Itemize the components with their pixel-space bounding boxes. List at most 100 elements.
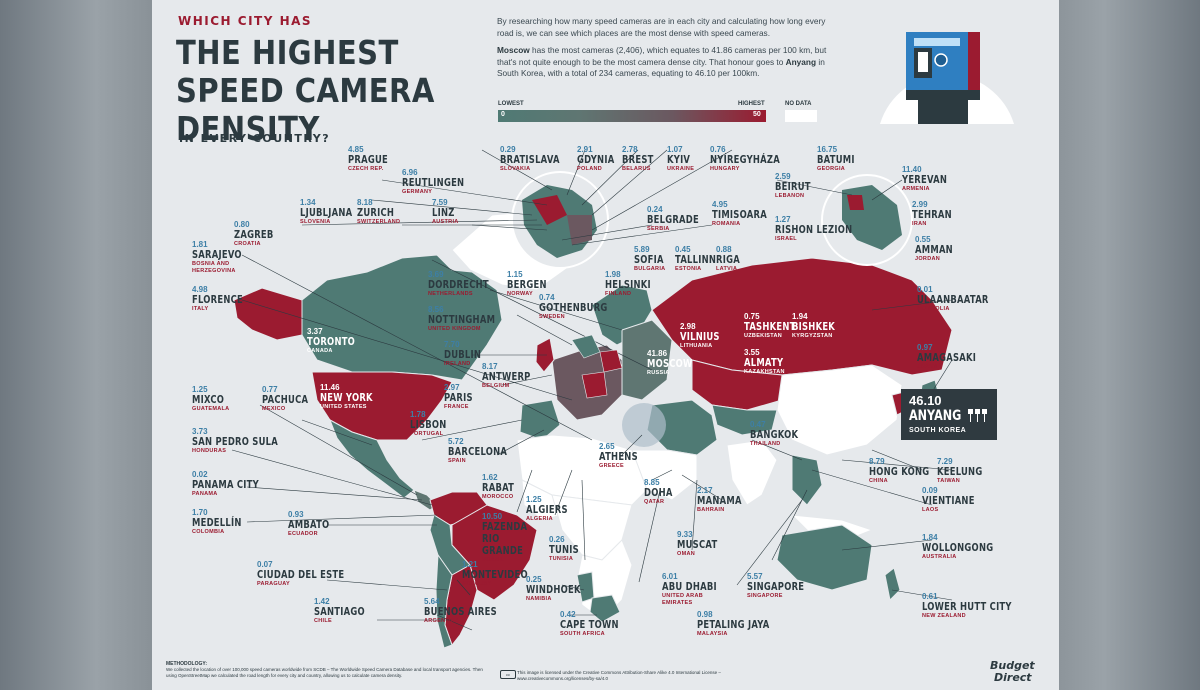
region-chile xyxy=(435,553,453,649)
legend-highest-label: HIGHEST xyxy=(738,101,765,107)
city-label: 2.59 BEIRUT LEBANON xyxy=(775,172,811,199)
city-label: 0.55 AMMAN JORDAN xyxy=(915,235,953,262)
city-label: 2.65 ATHENS GREECE xyxy=(599,442,638,469)
city-label: 0.61 LOWER HUTT CITY NEW ZEALAND xyxy=(922,592,1012,619)
city-label: 8.79 HONG KONG CHINA xyxy=(869,457,930,484)
region-south-africa xyxy=(589,594,621,623)
region-india xyxy=(726,439,778,506)
city-label: 1.07 KYIV UKRAINE xyxy=(667,145,695,172)
city-label: 0.45 TALLINN ESTONIA xyxy=(675,245,717,272)
city-label: 0.80 ZAGREB CROATIA xyxy=(234,220,274,247)
city-label: 0.98 PETALING JAYA MALAYSIA xyxy=(697,610,770,637)
city-label: 3.69 DORDRECHT NETHERLANDS xyxy=(428,270,489,297)
region-mongolia-china xyxy=(776,364,903,456)
city-label: 2.99 TEHRAN IRAN xyxy=(912,200,952,227)
city-label: 1.84 WOLLONGONG AUSTRALIA xyxy=(922,533,994,560)
region-alaska xyxy=(233,287,303,341)
europe-inset xyxy=(511,171,609,269)
city-label: 0.88 RIGA LATVIA xyxy=(716,245,740,272)
city-label: 16.75 BATUMI GEORGIA xyxy=(817,145,855,172)
city-label: 0.02 PANAMA CITY PANAMA xyxy=(192,470,259,497)
city-label: 0.74 GOTHENBURG SWEDEN xyxy=(539,293,608,320)
city-label: 11.46 NEW YORK UNITED STATES xyxy=(320,383,373,410)
legend-max: 50 xyxy=(753,111,761,118)
intro-text-b: in South Korea, with a total of 234 came… xyxy=(497,56,825,79)
speed-camera-icon xyxy=(880,32,1014,124)
city-label: 2.78 BREST BELARUS xyxy=(622,145,654,172)
city-label: 2.17 MANAMA BAHRAIN xyxy=(697,486,742,513)
methodology-heading: METHODOLOGY: xyxy=(166,661,208,667)
city-label: 41.86 MOSCOW RUSSIA xyxy=(647,349,693,376)
city-label: 0.07 CIUDAD DEL ESTE PARAGUAY xyxy=(257,560,345,587)
city-label: 1.70 MEDELLÍN COLOMBIA xyxy=(192,508,242,535)
region-australia xyxy=(776,524,873,591)
city-label: 1.25 MIXCO GUATEMALA xyxy=(192,385,230,412)
city-label: 0.09 VIENTIANE LAOS xyxy=(922,486,975,513)
city-label: 0.47 BANGKOK THAILAND xyxy=(750,420,799,447)
city-label: 4.85 PRAGUE CZECH REP. xyxy=(348,145,389,172)
highlight-value: 46.10 xyxy=(909,393,942,408)
city-label: 1.98 HELSINKI FINLAND xyxy=(605,270,651,297)
legend-color-scale xyxy=(498,110,766,122)
region-southeast-asia xyxy=(791,454,823,506)
intro-text: By researching how many speed cameras ar… xyxy=(497,16,827,86)
cc-license-badge: cc xyxy=(500,670,516,679)
brand-logo-line-2: Direct xyxy=(994,671,1032,684)
intro-text-a: has the most cameras (2,406), which equa… xyxy=(497,45,827,67)
city-label: 7.59 LINZ AUSTRIA xyxy=(432,198,459,225)
city-label: 0.76 NYÍREGYHÁZA HUNGARY xyxy=(710,145,780,172)
header-subtitle: WHICH CITY HAS xyxy=(178,14,313,28)
region-kazakhstan xyxy=(691,359,783,411)
intro-anyang: Anyang xyxy=(785,56,817,67)
region-central-asia xyxy=(711,404,778,436)
city-label: 0.26 TUNIS TUNISIA xyxy=(549,535,579,562)
city-label: 9.33 MUSCAT OMAN xyxy=(677,530,718,557)
city-label: 11.40 YEREVAN ARMENIA xyxy=(902,165,948,192)
city-label: 5.89 SOFIA BULGARIA xyxy=(634,245,666,272)
city-label: 1.94 BISHKEK KYRGYZSTAN xyxy=(792,312,836,339)
highlight-box-anyang: 46.10 ANYANG SOUTH KOREA xyxy=(901,389,997,440)
region-canada xyxy=(301,254,503,381)
city-label: 4.98 FLORENCE ITALY xyxy=(192,285,243,312)
city-label: 0.29 BRATISLAVA SLOVAKIA xyxy=(500,145,560,172)
city-label: 6.96 REUTLINGEN GERMANY xyxy=(402,168,465,195)
region-southern-africa xyxy=(576,539,633,621)
legend-min: 0 xyxy=(501,111,505,118)
legend-lowest-label: LOWEST xyxy=(498,101,524,107)
city-label: 8.85 DOHA QATAR xyxy=(644,478,673,505)
legend-no-data-label: NO DATA xyxy=(785,101,812,107)
city-label: 4.95 TIMISOARA ROMANIA xyxy=(712,200,767,227)
highlight-country: SOUTH KOREA xyxy=(909,427,967,434)
camera-posts-icon xyxy=(968,409,987,422)
city-label: 8.17 ANTWERP BELGIUM xyxy=(482,362,531,389)
page-title: THE HIGHEST SPEED CAMERA DENSITY xyxy=(176,33,435,148)
city-label: 0.77 PACHUCA MEXICO xyxy=(262,385,309,412)
region-eastern-europe xyxy=(621,319,673,401)
methodology-text: We collected the location of over 100,00… xyxy=(166,667,483,678)
region-iberia xyxy=(519,399,561,441)
city-label: 8.18 ZURICH SWITZERLAND xyxy=(357,198,401,225)
mediterranean-inset xyxy=(622,403,666,447)
region-mexico xyxy=(329,418,415,499)
middle-east-inset xyxy=(821,174,913,266)
legend-no-data-swatch xyxy=(785,110,817,122)
city-label: 1.42 SANTIAGO CHILE xyxy=(314,597,365,624)
city-label: 1.34 LJUBLJANA SLOVENIA xyxy=(300,198,353,225)
license-text: This image is licensed under the Creativ… xyxy=(517,670,721,681)
city-label: 2.97 PARIS FRANCE xyxy=(444,383,473,410)
city-label: 7.29 KEELUNG TAIWAN xyxy=(937,457,983,484)
city-label: 3.73 SAN PEDRO SULA HONDURAS xyxy=(192,427,278,454)
city-label: 1.21 MONTEVIDEO URUGUAY xyxy=(462,560,528,587)
city-label: 2.91 GDYNIA POLAND xyxy=(577,145,615,172)
highlight-city: ANYANG xyxy=(909,408,962,424)
city-label: 3.37 TORONTO CANADA xyxy=(307,327,356,354)
city-label: 0.93 AMBATO ECUADOR xyxy=(288,510,330,537)
city-label: 1.27 RISHON LEZION ISRAEL xyxy=(775,215,853,242)
infographic-poster: WHICH CITY HAS THE HIGHEST SPEED CAMERA … xyxy=(152,0,1059,690)
city-label: 8.56 NOTTINGHAM UNITED KINGDOM xyxy=(428,305,496,332)
intro-moscow: Moscow xyxy=(497,45,530,55)
city-label: 2.98 VILNIUS LITHUANIA xyxy=(680,322,720,349)
city-label: 0.75 TASHKENT UZBEKISTAN xyxy=(744,312,796,339)
city-label: 1.81 SARAJEVO BOSNIA AND HERZEGOVINA xyxy=(192,240,242,274)
city-label: 0.97 AMAGASAKI JAPAN xyxy=(917,343,977,370)
